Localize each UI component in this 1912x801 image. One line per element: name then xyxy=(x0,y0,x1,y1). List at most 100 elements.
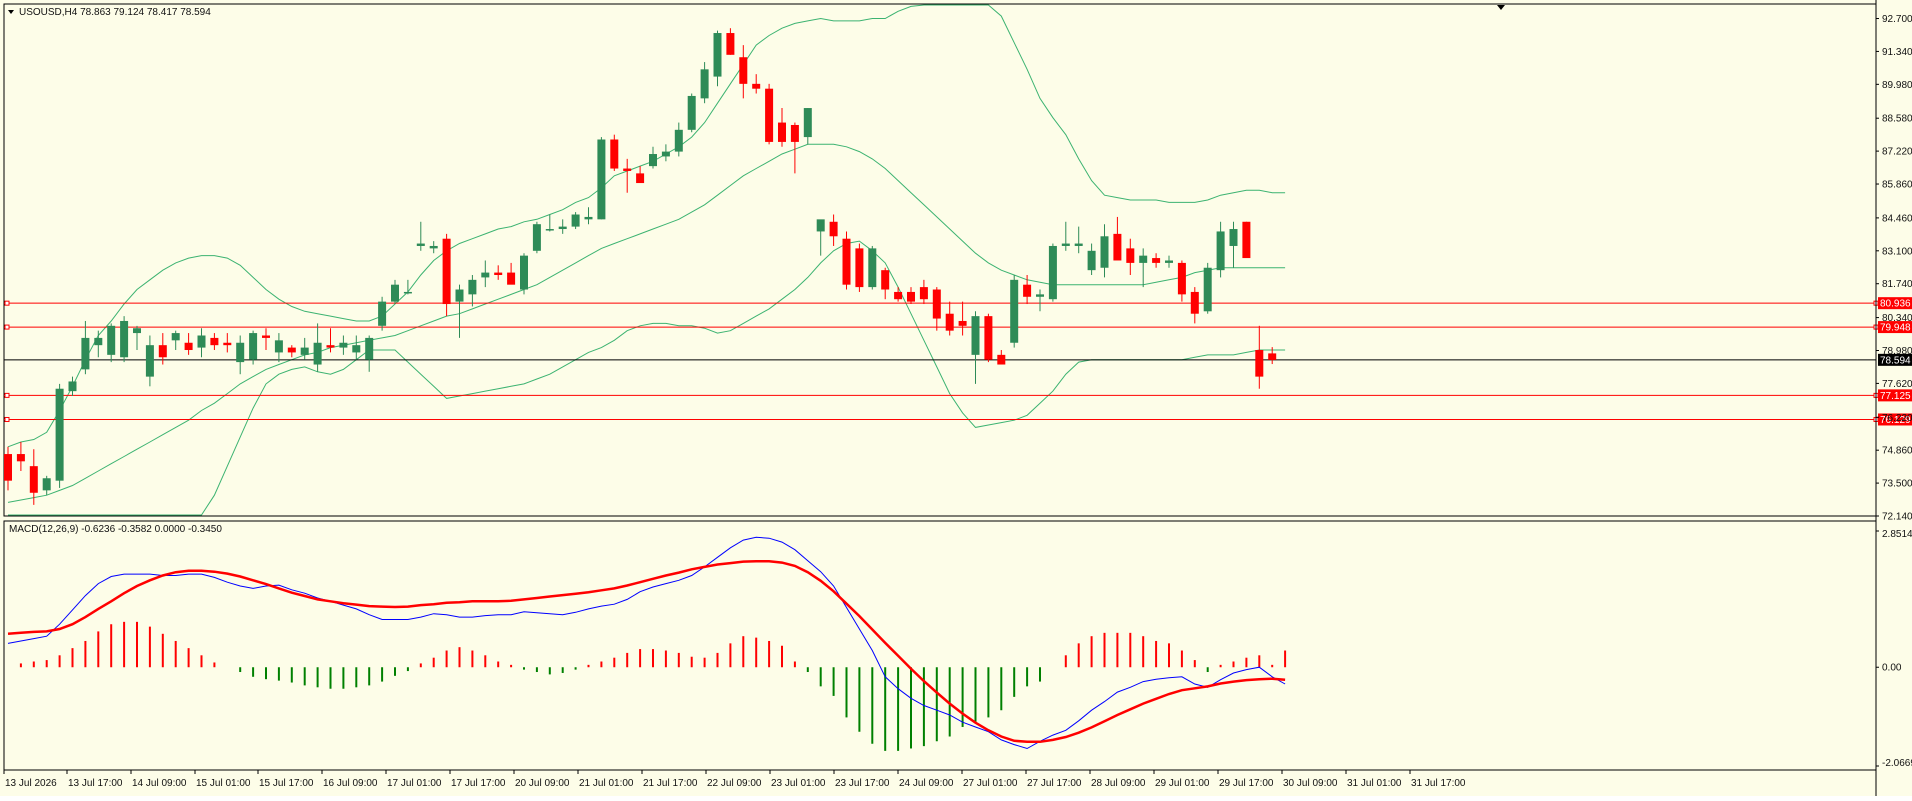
bull-candle xyxy=(468,279,477,295)
time-tick-label: 31 Jul 17:00 xyxy=(1411,778,1466,789)
macd-line xyxy=(7,536,1286,750)
time-tick-label: 23 Jul 01:00 xyxy=(771,778,826,789)
bear-candle xyxy=(1113,233,1122,261)
bull-candle xyxy=(1100,236,1109,268)
time-tick-label: 16 Jul 09:00 xyxy=(323,778,378,789)
bull-candle xyxy=(120,320,129,358)
bear-candle xyxy=(842,238,851,285)
bear-candle xyxy=(223,342,232,346)
level-price-tag: 77.125 xyxy=(1880,391,1911,402)
bear-candle xyxy=(945,313,954,331)
time-tick-label: 27 Jul 01:00 xyxy=(963,778,1018,789)
bull-candle xyxy=(249,333,258,360)
bear-candle xyxy=(726,33,735,55)
price-axis[interactable]: 80.936 79.948 77.125 76.129 92.700 91.340 89.9… xyxy=(1875,0,1912,796)
time-tick-label: 30 Jul 09:00 xyxy=(1283,778,1338,789)
bear-candle xyxy=(623,168,632,171)
bull-candle xyxy=(339,342,348,348)
bull-candle xyxy=(597,139,606,220)
bear-candle xyxy=(778,122,786,142)
bull-candle xyxy=(365,337,374,360)
bull-candle xyxy=(94,337,103,346)
bull-candle xyxy=(1074,243,1083,246)
macd-signal-line xyxy=(7,559,1286,744)
price-tick-label: 77.620 xyxy=(1882,379,1912,390)
bear-candle xyxy=(158,345,167,358)
time-tick-label: 24 Jul 09:00 xyxy=(899,778,954,789)
time-tick-label: 13 Jul 17:00 xyxy=(68,778,123,789)
price-tick-label: 85.860 xyxy=(1882,180,1912,191)
macd-tick-label: 0.00 xyxy=(1882,663,1902,674)
price-tick-label: 78.980 xyxy=(1882,346,1912,357)
time-axis[interactable]: 13 Jul 2026 13 Jul 17:00 14 Jul 09:00 15 Ju… xyxy=(3,770,1466,789)
bollinger-upper-line xyxy=(7,4,1286,448)
price-tick-label: 76.220 xyxy=(1882,413,1912,424)
price-tick-label: 88.580 xyxy=(1882,114,1912,125)
bull-candle xyxy=(571,214,580,227)
bollinger-bands xyxy=(7,4,1286,516)
time-tick-label: 21 Jul 01:00 xyxy=(579,778,634,789)
bull-candle xyxy=(197,335,206,348)
price-tick-label: 89.980 xyxy=(1882,80,1912,91)
macd-tick-label: -2.0669 xyxy=(1882,758,1912,769)
bull-candle xyxy=(300,347,309,355)
bear-candle xyxy=(262,335,270,338)
level-anchor-handle xyxy=(4,300,10,306)
bear-candle xyxy=(326,345,335,348)
bull-candle xyxy=(700,69,709,99)
bear-candle xyxy=(1268,353,1277,360)
bull-candle xyxy=(352,345,361,353)
current-price-tag-bg xyxy=(1878,353,1912,366)
time-tick-label: 14 Jul 09:00 xyxy=(132,778,187,789)
bear-candle xyxy=(1126,248,1135,263)
bear-candle xyxy=(855,248,864,288)
bull-candle xyxy=(481,272,490,278)
bull-candle xyxy=(713,33,722,77)
bear-candle xyxy=(184,342,193,351)
bear-candle xyxy=(919,287,928,300)
time-tick-label: 27 Jul 17:00 xyxy=(1027,778,1082,789)
time-tick-label: 15 Jul 01:00 xyxy=(196,778,251,789)
bear-candle xyxy=(1177,262,1186,295)
bull-candle xyxy=(803,108,812,138)
bear-candle xyxy=(1242,221,1251,259)
bear-candle xyxy=(287,347,296,353)
level-price-tag-bg xyxy=(1878,297,1912,310)
bull-candle xyxy=(107,325,116,355)
candles xyxy=(4,28,1277,505)
bull-candle xyxy=(416,243,425,246)
bull-candle xyxy=(1087,250,1096,271)
collapse-triangle-icon[interactable] xyxy=(8,10,14,14)
macd-panel-title: MACD(12,26,9) -0.6236 -0.3582 0.0000 -0.… xyxy=(9,524,222,535)
level-price-tag-bg xyxy=(1878,413,1912,426)
bear-candle xyxy=(1152,258,1161,263)
bull-candle xyxy=(171,333,180,341)
price-tick-label: 87.220 xyxy=(1882,147,1912,158)
bear-candle xyxy=(16,454,25,462)
shift-marker-icon[interactable] xyxy=(1497,5,1505,10)
bear-candle xyxy=(210,337,219,346)
bull-candle xyxy=(584,216,593,220)
main-panel-frame xyxy=(3,3,1877,517)
bear-candle xyxy=(984,316,993,360)
bull-candle xyxy=(971,316,980,355)
bear-candle xyxy=(507,272,516,285)
macd-axis[interactable]: 2.8514 0.00 -2.0669 xyxy=(1876,529,1912,769)
time-tick-label: 29 Jul 17:00 xyxy=(1219,778,1274,789)
current-price-tag: 78.594 xyxy=(1880,355,1911,366)
bear-candle xyxy=(894,291,903,300)
time-tick-label: 15 Jul 17:00 xyxy=(259,778,314,789)
bollinger-middle-line xyxy=(7,143,1286,503)
bull-candle xyxy=(558,226,567,230)
bear-candle xyxy=(29,466,38,493)
time-tick-label: 23 Jul 17:00 xyxy=(835,778,890,789)
bear-candle xyxy=(4,454,12,481)
bear-candle xyxy=(494,272,503,276)
level-price-tag: 79.948 xyxy=(1880,323,1911,334)
bull-candle xyxy=(1036,294,1044,297)
bear-candle xyxy=(610,139,619,169)
bull-candle xyxy=(68,381,77,392)
bull-candle xyxy=(55,388,64,481)
